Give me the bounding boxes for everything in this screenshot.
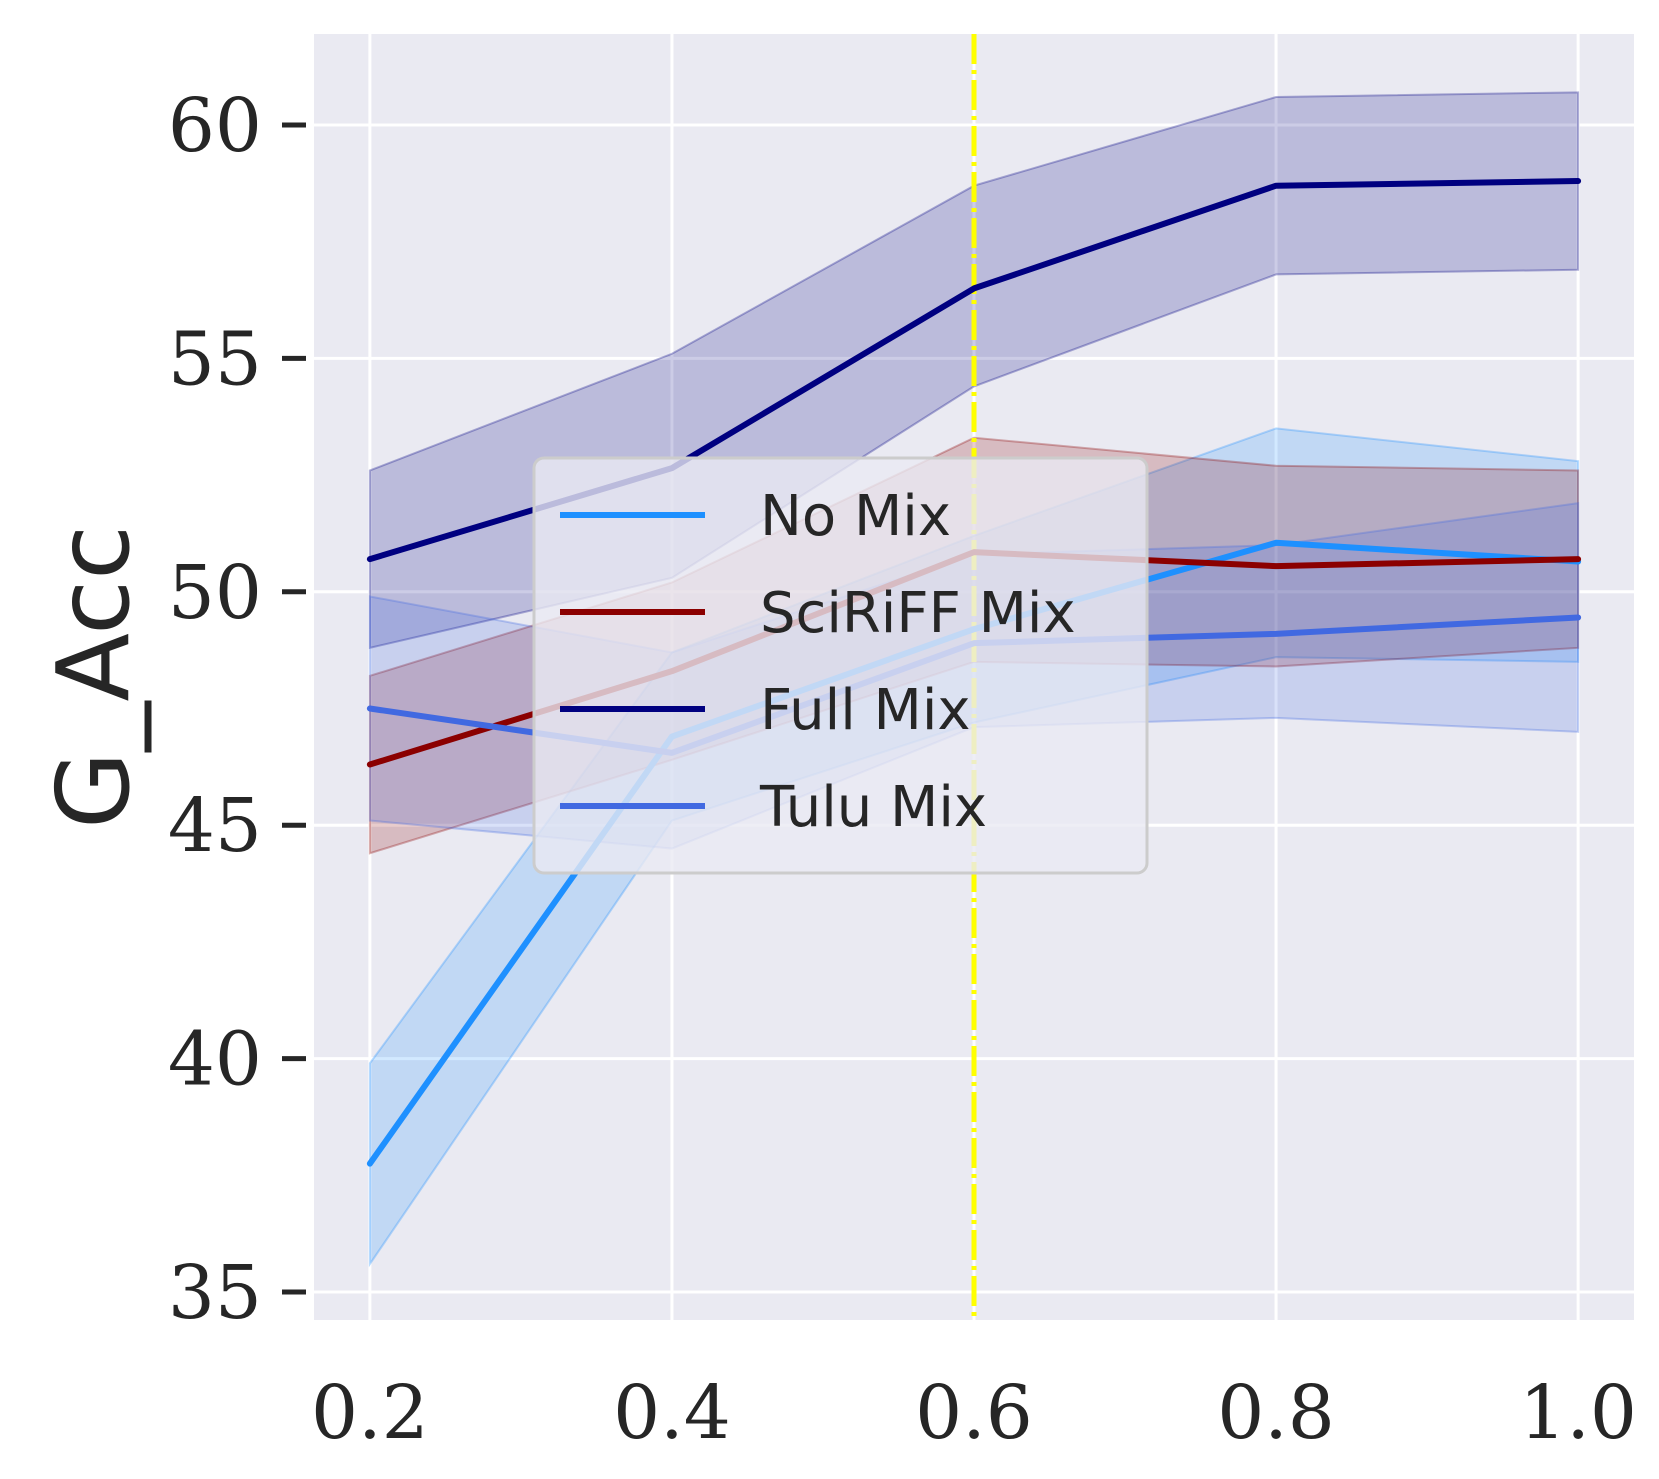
x-tick-label-0.2: 0.2	[311, 1370, 429, 1456]
y-tick-label-60: 60	[168, 83, 262, 169]
x-tick-label-0.6: 0.6	[915, 1370, 1033, 1456]
y-tick-label-50: 50	[168, 550, 262, 636]
legend-label-full-mix: Full Mix	[760, 678, 971, 743]
y-tick-label-35: 35	[168, 1250, 262, 1336]
legend-label-sciriff-mix: SciRiFF Mix	[760, 581, 1076, 646]
legend: No Mix SciRiFF Mix Full Mix Tulu Mix	[532, 456, 1149, 875]
x-tick-label-1.0: 1.0	[1519, 1370, 1637, 1456]
y-tick-label-40: 40	[168, 1017, 262, 1103]
y-axis-ticks: 35 40 45 50 55 60	[168, 83, 306, 1336]
legend-label-no-mix: No Mix	[760, 484, 951, 549]
x-tick-label-0.8: 0.8	[1217, 1370, 1335, 1456]
legend-label-tulu-mix: Tulu Mix	[759, 775, 987, 840]
y-axis-label: G_Acc	[35, 525, 152, 829]
x-tick-label-0.4: 0.4	[613, 1370, 731, 1456]
y-tick-label-45: 45	[168, 783, 262, 869]
legend-box	[532, 456, 1149, 875]
x-axis-ticks: 0.2 0.4 0.6 0.8 1.0	[311, 1370, 1637, 1456]
y-tick-label-55: 55	[168, 316, 262, 402]
